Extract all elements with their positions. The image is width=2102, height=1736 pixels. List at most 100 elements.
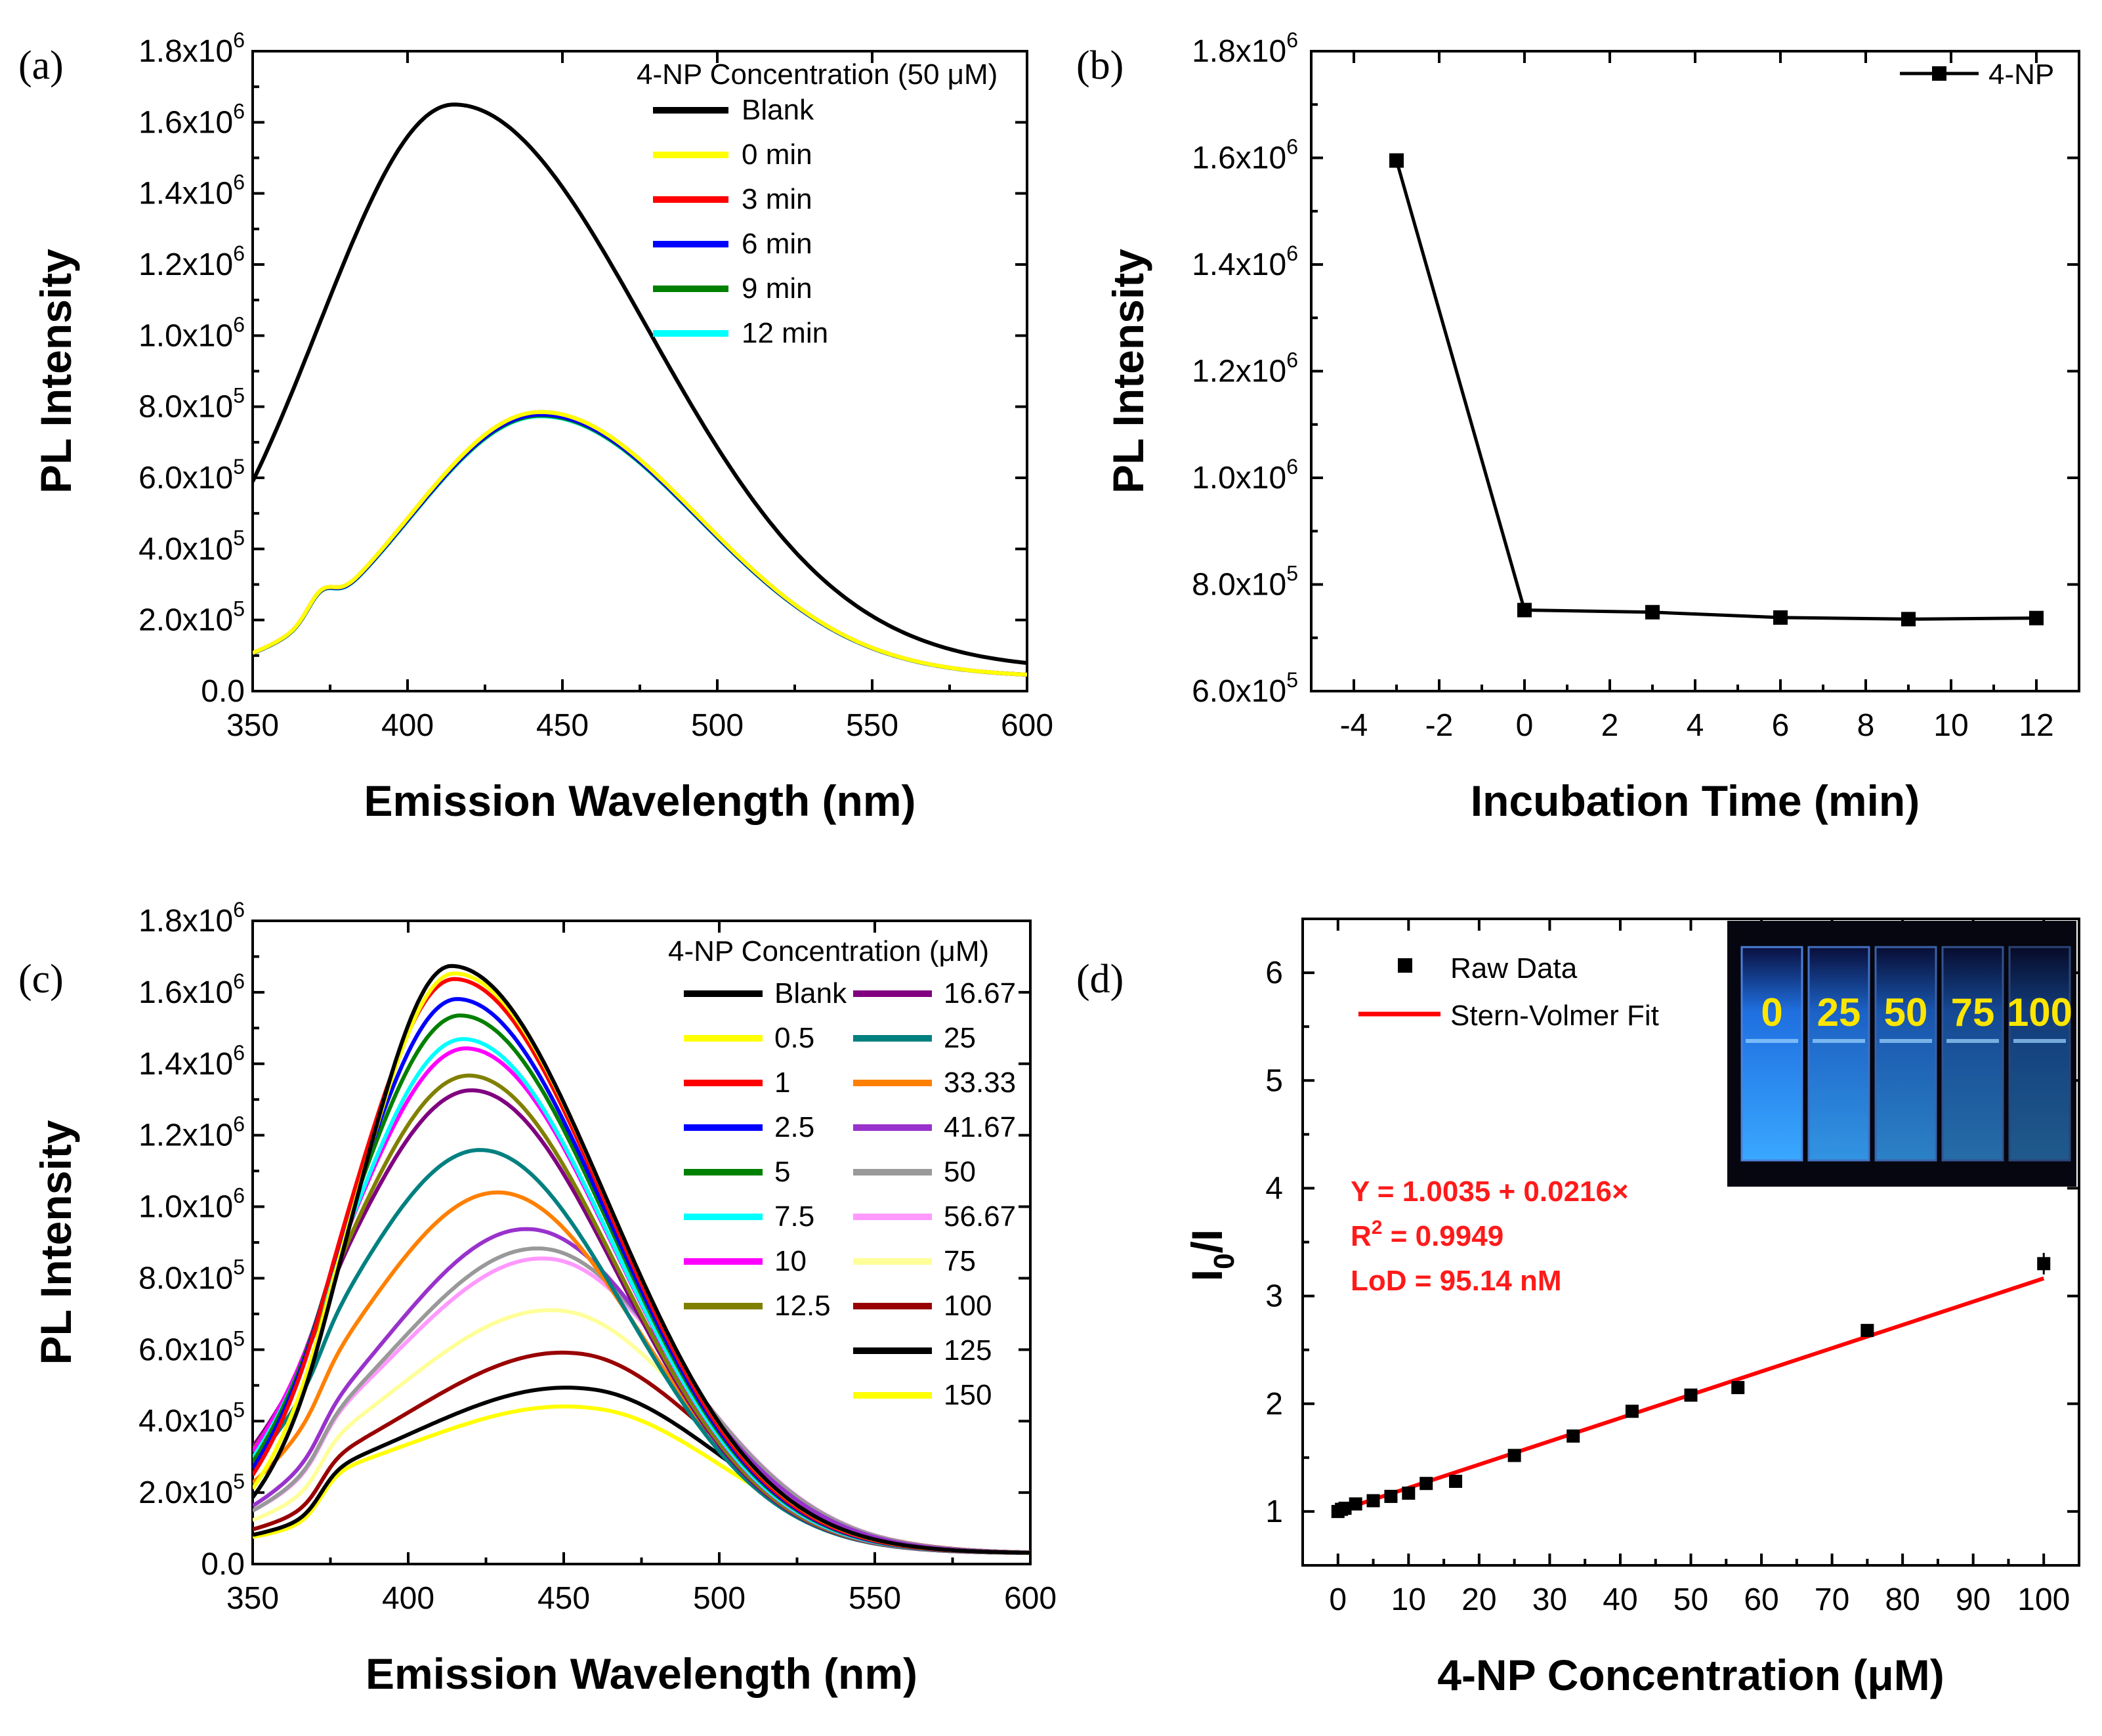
legend-label: Blank bbox=[742, 94, 814, 126]
y-tick-label-mantissa: 1.2x10 bbox=[138, 247, 233, 282]
y-tick-label-mantissa: 1.6x10 bbox=[138, 975, 233, 1010]
x-tick-label: 600 bbox=[1001, 708, 1053, 743]
y-tick-label-mantissa: 4.0x10 bbox=[138, 1404, 233, 1439]
y-tick-label-mantissa: 1.0x10 bbox=[1192, 461, 1286, 496]
x-tick-label: 90 bbox=[1956, 1582, 1990, 1617]
data-point bbox=[1684, 1388, 1698, 1402]
chart-panel-b: -4 -2 0 2 4 6 8 10 126.0x1058.0x1051.0x1061.2x10… bbox=[1104, 28, 2080, 825]
legend-label: 12.5 bbox=[774, 1290, 831, 1322]
y-tick-label-mantissa: 1.8x10 bbox=[138, 904, 233, 939]
y-tick-label-mantissa: 6.0x10 bbox=[138, 1332, 233, 1367]
y-tick-label: 1 bbox=[1265, 1494, 1283, 1529]
y-tick-label: 6.0x105 bbox=[1192, 668, 1298, 709]
y-tick-label: 1.6x106 bbox=[1192, 135, 1298, 176]
x-tick-label: 450 bbox=[537, 1581, 590, 1616]
series-line-0-min bbox=[253, 410, 1027, 677]
y-tick-label-mantissa: 1.4x10 bbox=[138, 1047, 233, 1082]
y-tick-label: 4.0x105 bbox=[138, 1398, 245, 1439]
y-tick-label-mantissa: 1.0x10 bbox=[138, 318, 233, 353]
y-tick-label: 1.2x106 bbox=[1192, 349, 1298, 389]
data-point bbox=[1419, 1477, 1433, 1491]
y-tick-label-exponent: 6 bbox=[1286, 455, 1298, 478]
data-point bbox=[1349, 1497, 1362, 1511]
y-tick-label-exponent: 6 bbox=[1286, 135, 1298, 159]
legend-label: 125 bbox=[944, 1334, 992, 1366]
y-tick-label-mantissa: 1.8x10 bbox=[1192, 34, 1286, 69]
y-tick-label-mantissa: 0.0 bbox=[201, 1547, 245, 1582]
legend-label: 75 bbox=[944, 1245, 976, 1277]
series-line-1 bbox=[253, 977, 1030, 1555]
cuvette bbox=[2008, 946, 2071, 1162]
data-point bbox=[1773, 610, 1788, 625]
y-tick-label: 2 bbox=[1265, 1387, 1283, 1422]
x-tick-label: 550 bbox=[846, 708, 898, 743]
series-line-125 bbox=[253, 1386, 1030, 1555]
y-axis-title-main: I bbox=[1183, 1269, 1231, 1281]
y-tick-label-mantissa: 4.0x10 bbox=[138, 532, 233, 566]
legend-label: 16.67 bbox=[944, 977, 1016, 1009]
series-line-75 bbox=[253, 1308, 1030, 1555]
y-tick-label-mantissa: 1.8x10 bbox=[138, 34, 233, 69]
y-tick-label-mantissa: 6.0x10 bbox=[138, 461, 233, 496]
legend-label: Blank bbox=[774, 977, 847, 1009]
fit-r2-label: R bbox=[1351, 1220, 1372, 1252]
y-tick-label-mantissa: 6.0x10 bbox=[1192, 674, 1286, 709]
legend-label: 5 bbox=[774, 1156, 790, 1188]
panel-label-d: (d) bbox=[1076, 957, 1124, 1002]
data-point bbox=[1901, 612, 1916, 627]
y-axis-title: PL Intensity bbox=[32, 249, 80, 494]
y-tick-label-exponent: 6 bbox=[233, 99, 245, 123]
y-tick-label-exponent: 6 bbox=[233, 898, 245, 921]
legend-title: 4-NP Concentration (μM) bbox=[668, 935, 989, 967]
y-tick-label: 1.0x106 bbox=[138, 312, 245, 353]
series-line-4-np bbox=[1395, 159, 2037, 621]
chart-panel-a: 350 400 450 500 550 6000.02.0x1054.0x1056.0x1… bbox=[32, 28, 1053, 825]
inset-label: 50 bbox=[1884, 990, 1928, 1034]
y-tick-label: 3 bbox=[1265, 1279, 1283, 1314]
fit-r2: R2 = 0.9949 bbox=[1351, 1217, 1503, 1252]
cuvette bbox=[1740, 946, 1803, 1162]
x-tick-label: 0 bbox=[1329, 1582, 1347, 1617]
data-point bbox=[1731, 1381, 1745, 1395]
x-tick-label: -4 bbox=[1340, 708, 1368, 743]
y-tick-label-exponent: 6 bbox=[233, 1112, 245, 1136]
x-tick-label: 8 bbox=[1857, 708, 1875, 743]
data-point bbox=[2029, 610, 2044, 625]
y-tick-label-exponent: 5 bbox=[233, 1326, 245, 1350]
y-tick-label: 4.0x105 bbox=[138, 526, 245, 566]
y-tick-label-exponent: 5 bbox=[233, 1398, 245, 1422]
x-tick-label: 10 bbox=[1933, 708, 1968, 743]
y-tick-label-exponent: 6 bbox=[1286, 28, 1298, 52]
legend-marker bbox=[1398, 958, 1412, 973]
y-tick-label: 1.8x106 bbox=[138, 28, 245, 69]
cuvette-meniscus bbox=[2013, 1039, 2066, 1043]
x-tick-label: 400 bbox=[382, 1581, 434, 1616]
x-axis-title: Emission Wavelength (nm) bbox=[364, 776, 916, 825]
x-tick-label: 60 bbox=[1744, 1582, 1778, 1617]
y-tick-label: 6.0x105 bbox=[138, 1326, 245, 1367]
series-line-Blank bbox=[253, 963, 1030, 1555]
data-point bbox=[2037, 1257, 2051, 1271]
y-axis-title: PL Intensity bbox=[32, 1120, 80, 1365]
y-tick-label: 1.0x106 bbox=[138, 1184, 245, 1225]
y-tick-label: 1.2x106 bbox=[138, 242, 245, 282]
legend-marker bbox=[1932, 66, 1946, 81]
y-tick-label: 1.6x106 bbox=[138, 99, 245, 140]
fit-r2-sup: 2 bbox=[1372, 1217, 1383, 1238]
plot-frame bbox=[251, 50, 1028, 692]
y-tick-label: 2.0x105 bbox=[138, 597, 245, 638]
y-tick-label-mantissa: 1.6x10 bbox=[138, 105, 233, 140]
data-point bbox=[1338, 1501, 1352, 1515]
y-tick-label-mantissa: 1.2x10 bbox=[138, 1118, 233, 1153]
plot-frame bbox=[1310, 50, 2080, 692]
x-tick-label: 80 bbox=[1885, 1582, 1920, 1617]
y-axis-title: I0/I bbox=[1183, 1229, 1240, 1282]
y-tick-label-mantissa: 1.4x10 bbox=[1192, 247, 1286, 282]
fit-lod: LoD = 95.14 nM bbox=[1351, 1265, 1562, 1297]
fit-equation: Y = 1.0035 + 0.0216× bbox=[1351, 1175, 1629, 1208]
cuvette bbox=[1874, 946, 1937, 1162]
y-tick-label: 8.0x105 bbox=[138, 1255, 245, 1296]
cuvette-meniscus bbox=[1813, 1039, 1865, 1043]
data-point bbox=[1389, 153, 1404, 168]
chart-panel-c: 350 400 450 500 550 6000.02.0x1054.0x1056.0x1… bbox=[32, 898, 1057, 1698]
